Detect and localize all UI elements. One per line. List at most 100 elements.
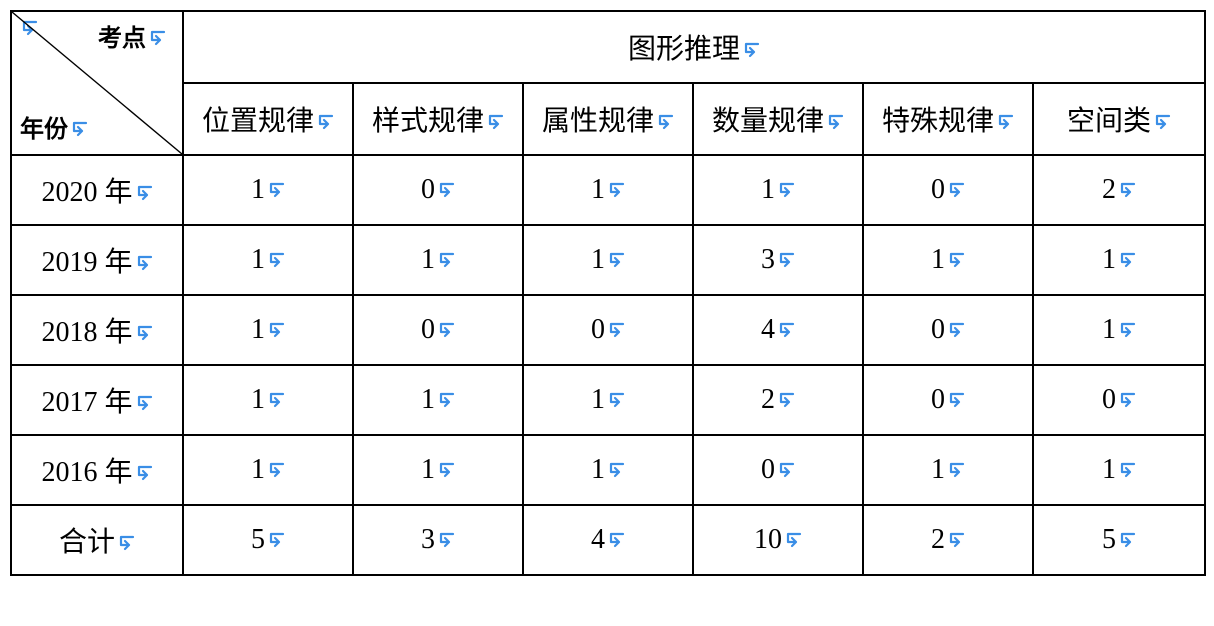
year-label: 2017 年: [41, 380, 132, 420]
paragraph-mark-icon: [777, 182, 795, 198]
paragraph-mark-icon: [437, 462, 455, 478]
cell-value: 5: [251, 524, 265, 556]
cell-value: 1: [931, 454, 945, 486]
year-label: 2016 年: [41, 450, 132, 490]
paragraph-mark-icon: [742, 42, 760, 58]
sub-header-label: 特殊规律: [882, 99, 994, 139]
cell-value: 1: [591, 384, 605, 416]
paragraph-mark-icon: [947, 322, 965, 338]
data-cell: 4: [523, 505, 693, 575]
cell-value: 5: [1102, 524, 1116, 556]
paragraph-mark-icon: [267, 322, 285, 338]
cell-value: 1: [1102, 244, 1116, 276]
data-cell: 0: [863, 295, 1033, 365]
paragraph-mark-icon: [437, 252, 455, 268]
cell-value: 1: [931, 244, 945, 276]
sub-header-cell: 属性规律: [523, 83, 693, 155]
data-cell: 1: [183, 225, 353, 295]
cell-value: 1: [591, 244, 605, 276]
paragraph-mark-icon: [135, 255, 153, 271]
data-cell: 5: [183, 505, 353, 575]
cell-value: 2: [761, 384, 775, 416]
diagonal-header-bottom: 年份: [20, 109, 88, 144]
cell-value: 1: [251, 454, 265, 486]
diagonal-header-cell: 考点 年份: [11, 11, 183, 155]
paragraph-mark-icon: [1118, 322, 1136, 338]
data-cell: 1: [693, 155, 863, 225]
paragraph-mark-icon: [135, 465, 153, 481]
paragraph-mark-icon: [267, 532, 285, 548]
cell-value: 10: [754, 524, 782, 556]
data-cell: 1: [353, 365, 523, 435]
paragraph-mark-icon: [117, 535, 135, 551]
data-cell: 0: [523, 295, 693, 365]
paragraph-mark-icon: [607, 182, 625, 198]
table-row: 2020 年101102: [11, 155, 1205, 225]
year-cell: 2017 年: [11, 365, 183, 435]
cell-value: 4: [761, 314, 775, 346]
cell-value: 1: [421, 244, 435, 276]
paragraph-mark-icon: [437, 182, 455, 198]
data-cell: 2: [863, 505, 1033, 575]
data-cell: 1: [863, 225, 1033, 295]
year-label: 合计: [59, 520, 115, 560]
cell-value: 3: [421, 524, 435, 556]
paragraph-mark-icon: [947, 462, 965, 478]
sub-header-label: 空间类: [1067, 99, 1151, 139]
cell-value: 1: [251, 174, 265, 206]
paragraph-mark-icon: [607, 462, 625, 478]
cell-value: 0: [931, 174, 945, 206]
cell-value: 4: [591, 524, 605, 556]
cell-value: 1: [1102, 314, 1116, 346]
paragraph-mark-icon: [135, 185, 153, 201]
paragraph-mark-icon: [784, 532, 802, 548]
paragraph-mark-icon: [437, 392, 455, 408]
paragraph-mark-icon: [1153, 114, 1171, 130]
paragraph-mark-icon: [777, 252, 795, 268]
cell-value: 0: [421, 314, 435, 346]
data-cell: 0: [353, 155, 523, 225]
table-row: 2018 年100401: [11, 295, 1205, 365]
data-cell: 2: [1033, 155, 1205, 225]
paragraph-mark-icon: [996, 114, 1014, 130]
sub-header-cell: 空间类: [1033, 83, 1205, 155]
year-label: 2018 年: [41, 310, 132, 350]
paragraph-mark-icon: [316, 114, 334, 130]
data-cell: 0: [353, 295, 523, 365]
year-label: 2020 年: [41, 170, 132, 210]
paragraph-mark-icon: [1118, 252, 1136, 268]
cell-value: 1: [421, 384, 435, 416]
data-cell: 0: [863, 155, 1033, 225]
group-header-cell: 图形推理: [183, 11, 1205, 83]
paragraph-mark-icon: [777, 392, 795, 408]
cell-value: 0: [421, 174, 435, 206]
diagonal-bottom-label: 年份: [20, 109, 68, 144]
sub-header-label: 位置规律: [202, 99, 314, 139]
paragraph-mark-icon: [826, 114, 844, 130]
table-body: 2020 年1011022019 年1113112018 年1004012017…: [11, 155, 1205, 575]
paragraph-mark-icon: [267, 252, 285, 268]
paragraph-mark-icon: [437, 322, 455, 338]
group-header-label: 图形推理: [628, 27, 740, 67]
cell-value: 1: [761, 174, 775, 206]
data-cell: 4: [693, 295, 863, 365]
data-cell: 10: [693, 505, 863, 575]
paragraph-mark-icon: [947, 532, 965, 548]
paragraph-mark-icon: [777, 462, 795, 478]
cell-value: 0: [761, 454, 775, 486]
diagonal-header-top: 考点: [98, 18, 166, 53]
cell-value: 1: [421, 454, 435, 486]
paragraph-mark-icon: [777, 322, 795, 338]
data-cell: 3: [693, 225, 863, 295]
paragraph-mark-icon: [947, 252, 965, 268]
data-cell: 1: [1033, 225, 1205, 295]
diagonal-top-label: 考点: [98, 18, 146, 53]
paragraph-mark-icon: [267, 462, 285, 478]
cell-value: 1: [591, 454, 605, 486]
sub-header-cell: 数量规律: [693, 83, 863, 155]
sub-header-row: 位置规律 样式规律 属性规律 数量规律 特殊规律 空间类: [11, 83, 1205, 155]
year-label: 2019 年: [41, 240, 132, 280]
cell-value: 0: [591, 314, 605, 346]
year-cell: 2018 年: [11, 295, 183, 365]
data-cell: 5: [1033, 505, 1205, 575]
